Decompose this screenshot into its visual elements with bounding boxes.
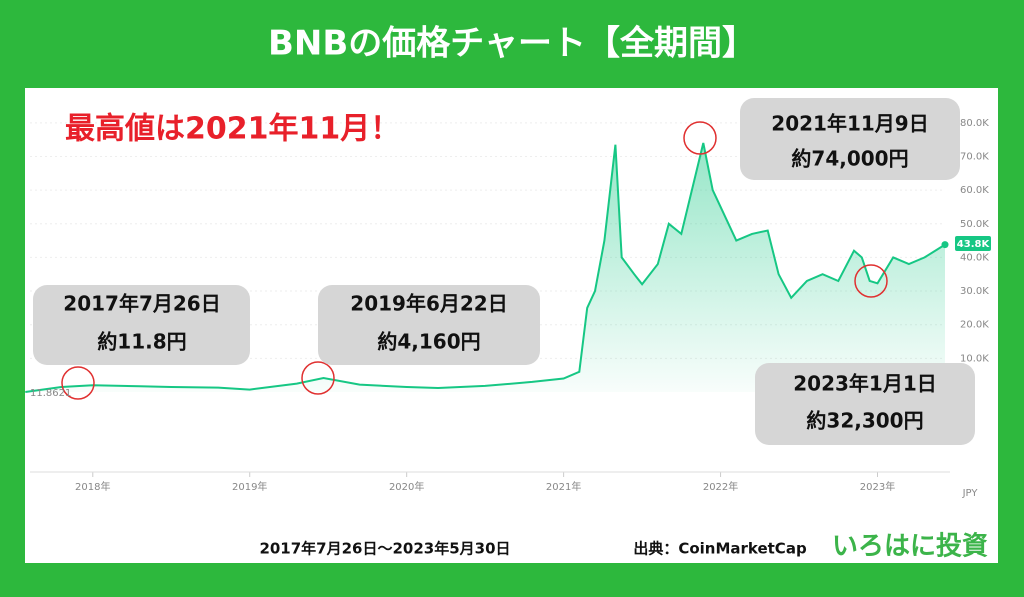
marker (683, 121, 717, 155)
brand: いろはに投資 (832, 532, 988, 562)
last-price-label: 43.8K (957, 239, 991, 250)
y-tick-label: 40.0K (960, 252, 989, 263)
title: BNBの価格チャート【全期間】 (268, 24, 756, 64)
start-label: 11.8621 (30, 388, 71, 399)
y-tick-label: 10.0K (960, 353, 989, 364)
callout (740, 98, 960, 180)
plot: 10.0K 20.0K 30.0K 40.0K 50.0K 60.0K 70.0K 80.0K… (25, 118, 989, 493)
callout-date: 2021年11月9日 (771, 112, 928, 136)
marker (301, 361, 335, 395)
x-tick-label: 2018年 (75, 480, 110, 493)
headline: 最高値は2021年11月！ (65, 112, 400, 147)
callout (33, 285, 250, 365)
x-tick-label: 2020年 (389, 480, 424, 493)
marker (854, 264, 888, 298)
price-line (25, 142, 946, 393)
callout-date: 2019年6月22日 (350, 292, 507, 316)
x-tick-label: 2021年 (546, 480, 581, 493)
callout-date: 2023年1月1日 (793, 372, 937, 396)
period: 2017年7月26日〜2023年5月30日 (259, 540, 510, 558)
y-tick-label: 50.0K (960, 219, 989, 230)
y-tick-label: 80.0K (960, 118, 989, 129)
y-tick-label: 70.0K (960, 151, 989, 162)
currency: JPY (962, 488, 979, 499)
callout-price: 約4,160円 (377, 330, 480, 354)
y-tick-label: 60.0K (960, 185, 989, 196)
price-area (25, 143, 945, 392)
callout-price: 約74,000円 (791, 147, 908, 171)
last-point (941, 241, 949, 249)
source: 出典：CoinMarketCap (633, 540, 807, 558)
callout (755, 363, 975, 445)
marker (61, 366, 95, 400)
y-tick-label: 30.0K (960, 286, 989, 297)
y-tick-label: 20.0K (960, 320, 989, 331)
x-tick-label: 2019年 (232, 480, 267, 493)
last-price-badge (955, 236, 991, 251)
x-tick-label: 2022年 (703, 480, 738, 493)
callout-price: 約11.8円 (97, 330, 186, 354)
markers (61, 121, 888, 400)
callout-price: 約32,300円 (806, 409, 923, 433)
callout (318, 285, 540, 365)
callout-date: 2017年7月26日 (63, 292, 220, 316)
x-tick-label: 2023年 (860, 480, 895, 493)
